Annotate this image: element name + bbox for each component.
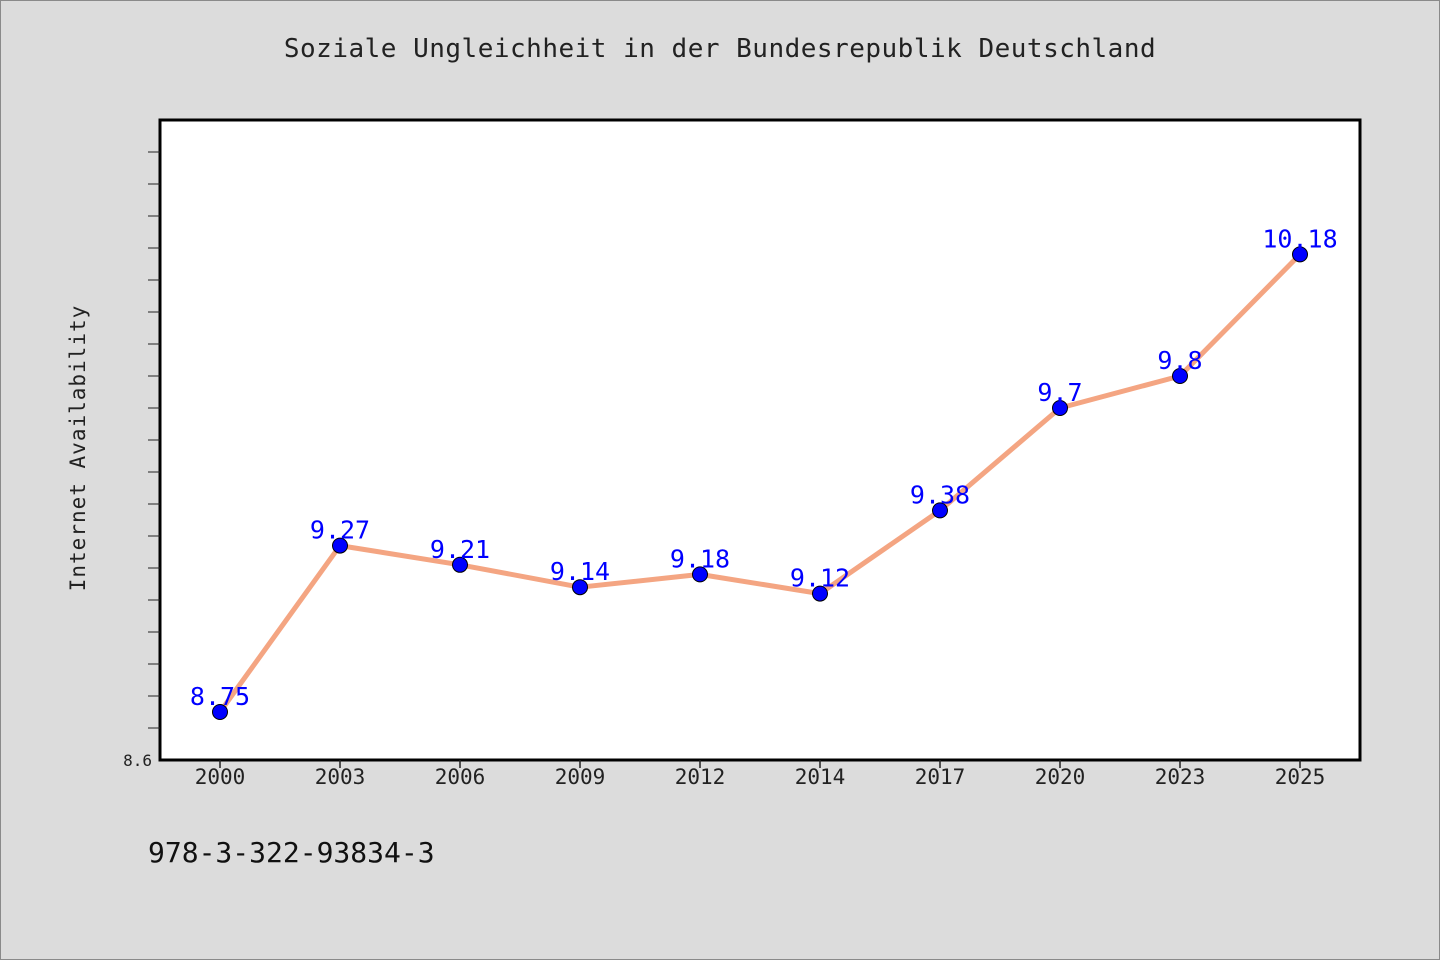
data-point (1052, 400, 1068, 416)
x-tick-label: 2020 (1035, 765, 1086, 789)
data-label: 9.21 (430, 535, 490, 564)
series-markers (212, 246, 1308, 720)
data-labels: 8.75 9.27 9.21 9.14 9.18 9.12 9.38 9.7 9.8 10.18 (190, 224, 1338, 711)
x-tick-label: 2012 (675, 765, 726, 789)
y-tick-label: 8.6 (123, 751, 152, 770)
x-tick-label: 2023 (1155, 765, 1206, 789)
x-axis-ticks: 2000 2003 2006 2009 2012 2014 2017 2020 2023 2025 (195, 760, 1326, 789)
data-point (692, 566, 708, 583)
y-axis-ticks: 8.6 (123, 151, 160, 770)
data-label: 9.7 (1037, 378, 1082, 407)
data-label: 9.27 (310, 516, 370, 545)
x-tick-label: 2009 (555, 765, 606, 789)
data-label: 8.75 (190, 682, 250, 711)
data-point (1292, 246, 1308, 263)
data-label: 10.18 (1262, 224, 1337, 253)
series-line (217, 251, 1303, 715)
data-point (212, 704, 228, 720)
data-label: 9.8 (1157, 346, 1202, 375)
isbn-text: 978-3-322-93834-3 (148, 836, 435, 869)
plot-area (158, 118, 1362, 762)
data-point (932, 502, 948, 519)
data-label: 9.38 (910, 480, 970, 509)
data-point (1172, 368, 1188, 384)
x-tick-label: 2017 (915, 765, 966, 789)
data-point (452, 556, 468, 573)
data-point (332, 537, 348, 554)
x-tick-label: 2025 (1275, 765, 1326, 789)
data-label: 9.12 (790, 564, 850, 593)
x-tick-label: 2000 (195, 765, 246, 789)
x-tick-label: 2006 (435, 765, 486, 789)
x-tick-label: 2014 (795, 765, 846, 789)
chart-title: Soziale Ungleichheit in der Bundesrepubl… (283, 34, 1157, 64)
data-point (812, 585, 828, 602)
series-lines (217, 251, 1303, 715)
x-tick-label: 2003 (315, 765, 366, 789)
data-label: 9.18 (670, 544, 730, 573)
data-label: 9.14 (550, 557, 610, 586)
data-point (572, 579, 588, 596)
